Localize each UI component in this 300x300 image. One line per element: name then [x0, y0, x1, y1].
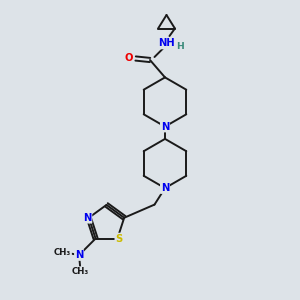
Text: N: N: [161, 183, 169, 193]
Text: CH₃: CH₃: [72, 267, 89, 276]
Text: NH: NH: [158, 38, 175, 49]
Text: CH₃: CH₃: [54, 248, 71, 256]
Text: O: O: [125, 53, 133, 64]
Text: N: N: [161, 122, 169, 132]
Text: N: N: [83, 213, 92, 223]
Text: H: H: [176, 42, 184, 51]
Text: N: N: [75, 250, 83, 260]
Text: S: S: [115, 233, 123, 244]
